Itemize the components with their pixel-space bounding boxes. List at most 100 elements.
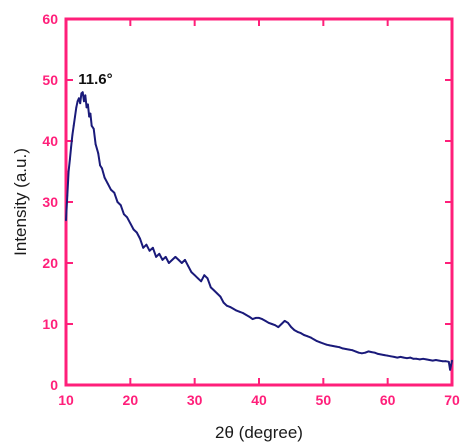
- data-point: [72, 124, 75, 127]
- data-point: [129, 222, 132, 225]
- data-point: [251, 318, 254, 320]
- data-point: [168, 262, 170, 264]
- data-point: [66, 195, 69, 197]
- data-point: [225, 304, 228, 307]
- data-point: [264, 320, 267, 322]
- series-line: [65, 91, 453, 371]
- data-point: [422, 357, 424, 360]
- data-point: [158, 252, 161, 255]
- data-point: [357, 351, 360, 354]
- data-point: [161, 259, 164, 261]
- x-tick-label: 70: [444, 392, 460, 408]
- data-point: [271, 323, 273, 325]
- data-point: [103, 176, 106, 179]
- data-point: [290, 326, 293, 328]
- y-tick-label: 0: [50, 377, 58, 393]
- x-axis-label: 2θ (degree): [215, 423, 303, 442]
- data-point: [152, 246, 154, 249]
- data-point: [245, 314, 248, 316]
- data-point: [106, 182, 109, 185]
- x-tick-label: 10: [58, 392, 74, 408]
- data-point: [242, 312, 244, 314]
- data-point: [261, 318, 264, 320]
- ticks-layer: [65, 18, 453, 386]
- data-point: [354, 350, 357, 353]
- data-point: [235, 309, 238, 312]
- data-point: [187, 265, 190, 267]
- data-point: [94, 143, 97, 146]
- data-point: [299, 332, 302, 334]
- data-point: [431, 359, 434, 362]
- data-point: [435, 359, 437, 361]
- data-point: [171, 259, 174, 261]
- x-tick-label: 20: [123, 392, 139, 408]
- data-point: [390, 355, 392, 358]
- data-point: [418, 358, 421, 361]
- data-point: [76, 100, 79, 103]
- data-point: [351, 349, 354, 352]
- data-point: [283, 320, 286, 322]
- data-point: [335, 345, 338, 348]
- data-point: [267, 321, 270, 324]
- y-tick-label: 10: [42, 316, 58, 332]
- data-point: [238, 310, 241, 313]
- data-point: [332, 345, 334, 347]
- data-point: [80, 92, 83, 95]
- y-tick-label: 50: [42, 72, 58, 88]
- data-point: [148, 249, 151, 252]
- data-point: [364, 351, 367, 354]
- data-point: [70, 146, 72, 149]
- data-point: [75, 106, 78, 109]
- peak-annotation: 11.6°: [78, 71, 112, 88]
- data-point: [373, 351, 376, 354]
- data-point: [184, 259, 186, 261]
- x-tick-label: 30: [187, 392, 203, 408]
- data-point: [126, 216, 128, 219]
- data-point: [232, 307, 235, 310]
- x-tick-label: 60: [380, 392, 396, 408]
- data-point: [386, 354, 389, 357]
- data-point: [328, 344, 331, 347]
- data-point: [69, 158, 71, 161]
- data-point: [89, 112, 92, 115]
- data-point: [367, 350, 370, 353]
- data-point: [319, 341, 321, 344]
- data-point: [377, 353, 379, 355]
- data-point: [280, 323, 283, 325]
- data-point: [325, 343, 328, 346]
- data-point: [341, 347, 344, 350]
- data-point: [79, 102, 82, 105]
- data-point: [123, 213, 125, 216]
- data-point: [203, 274, 206, 277]
- data-point: [370, 351, 373, 353]
- data-point: [399, 356, 402, 358]
- data-point: [303, 334, 305, 336]
- x-tick-label: 50: [316, 392, 332, 408]
- x-tick-label: 40: [251, 392, 267, 408]
- data-point: [180, 262, 183, 264]
- data-point: [190, 271, 193, 273]
- data-point: [306, 335, 309, 338]
- y-tick-label: 30: [42, 194, 58, 210]
- data-point: [451, 359, 453, 362]
- data-point: [155, 256, 158, 258]
- data-point: [119, 204, 122, 207]
- data-point: [344, 348, 347, 350]
- data-point: [164, 256, 167, 258]
- data-point: [209, 286, 212, 289]
- data-point: [441, 360, 444, 363]
- data-point: [90, 124, 93, 127]
- data-point: [316, 340, 318, 342]
- data-point: [258, 317, 260, 319]
- data-point: [338, 346, 341, 349]
- data-point: [206, 277, 209, 280]
- data-point: [113, 191, 116, 194]
- data-point: [383, 354, 386, 356]
- data-point: [428, 359, 431, 361]
- data-point: [213, 289, 215, 292]
- data-point: [142, 246, 145, 249]
- data-point: [409, 356, 412, 359]
- data-point: [393, 356, 395, 358]
- data-point: [67, 170, 70, 173]
